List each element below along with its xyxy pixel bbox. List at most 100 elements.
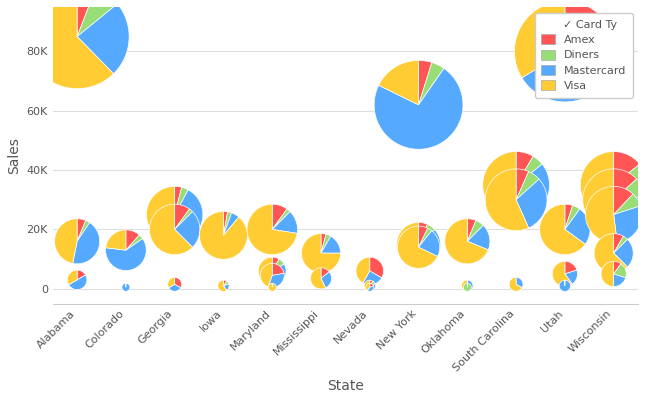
Polygon shape xyxy=(516,172,539,200)
Polygon shape xyxy=(106,230,126,250)
Polygon shape xyxy=(419,62,444,105)
Polygon shape xyxy=(613,194,640,214)
Polygon shape xyxy=(77,0,117,37)
Polygon shape xyxy=(77,4,129,74)
Polygon shape xyxy=(223,281,229,286)
Polygon shape xyxy=(223,212,228,235)
Polygon shape xyxy=(175,212,200,247)
Polygon shape xyxy=(419,228,432,247)
Polygon shape xyxy=(482,152,531,218)
Polygon shape xyxy=(175,204,190,230)
Polygon shape xyxy=(321,236,341,253)
Polygon shape xyxy=(321,272,332,288)
Polygon shape xyxy=(613,164,645,185)
Polygon shape xyxy=(370,284,375,290)
Polygon shape xyxy=(462,280,468,292)
Polygon shape xyxy=(516,152,533,185)
Polygon shape xyxy=(268,283,276,291)
Polygon shape xyxy=(175,277,182,288)
Legend: ✓ Card Ty, Amex, Diners, Mastercard, Visa: ✓ Card Ty, Amex, Diners, Mastercard, Vis… xyxy=(535,12,633,98)
Polygon shape xyxy=(515,1,565,78)
Polygon shape xyxy=(272,259,284,271)
Polygon shape xyxy=(586,186,617,243)
Polygon shape xyxy=(272,264,286,285)
Polygon shape xyxy=(468,280,473,292)
Polygon shape xyxy=(68,275,87,290)
Polygon shape xyxy=(419,230,441,262)
Polygon shape xyxy=(565,206,580,230)
Polygon shape xyxy=(565,270,577,284)
Polygon shape xyxy=(613,261,621,274)
Polygon shape xyxy=(370,257,384,278)
Polygon shape xyxy=(509,277,522,291)
Polygon shape xyxy=(397,226,437,268)
Polygon shape xyxy=(613,234,624,253)
Polygon shape xyxy=(613,169,637,200)
Polygon shape xyxy=(126,230,139,250)
Polygon shape xyxy=(613,264,626,278)
Polygon shape xyxy=(223,280,227,286)
Polygon shape xyxy=(223,212,232,235)
Polygon shape xyxy=(77,0,96,37)
Polygon shape xyxy=(445,219,488,264)
Polygon shape xyxy=(247,204,297,255)
Polygon shape xyxy=(67,270,77,285)
Polygon shape xyxy=(366,283,370,290)
Polygon shape xyxy=(321,234,326,253)
Polygon shape xyxy=(565,261,577,274)
Polygon shape xyxy=(370,283,373,287)
Polygon shape xyxy=(468,219,476,241)
Polygon shape xyxy=(565,209,590,244)
Polygon shape xyxy=(607,196,644,231)
Polygon shape xyxy=(468,220,483,241)
Y-axis label: Sales: Sales xyxy=(7,137,21,174)
Polygon shape xyxy=(261,264,272,287)
Polygon shape xyxy=(565,204,573,230)
Polygon shape xyxy=(77,270,86,280)
Polygon shape xyxy=(565,52,615,98)
Polygon shape xyxy=(516,156,542,185)
Polygon shape xyxy=(552,261,572,286)
Polygon shape xyxy=(356,257,370,283)
Polygon shape xyxy=(613,152,640,185)
Polygon shape xyxy=(540,204,585,255)
Polygon shape xyxy=(468,225,490,250)
Polygon shape xyxy=(364,280,373,292)
Polygon shape xyxy=(175,187,188,214)
Polygon shape xyxy=(419,60,432,105)
Polygon shape xyxy=(310,268,326,289)
Polygon shape xyxy=(259,257,272,285)
Polygon shape xyxy=(370,281,375,286)
Polygon shape xyxy=(321,234,331,253)
Polygon shape xyxy=(168,277,175,288)
X-axis label: State: State xyxy=(327,379,364,393)
Polygon shape xyxy=(73,222,100,264)
Polygon shape xyxy=(516,277,523,288)
Polygon shape xyxy=(613,236,628,253)
Polygon shape xyxy=(419,231,440,256)
Polygon shape xyxy=(419,226,428,247)
Polygon shape xyxy=(126,235,143,250)
Polygon shape xyxy=(419,222,428,244)
Polygon shape xyxy=(522,52,584,102)
Polygon shape xyxy=(150,204,192,255)
Polygon shape xyxy=(223,284,229,290)
Polygon shape xyxy=(580,152,613,218)
Polygon shape xyxy=(106,239,146,270)
Polygon shape xyxy=(272,264,284,276)
Polygon shape xyxy=(613,206,642,242)
Polygon shape xyxy=(122,283,130,291)
Polygon shape xyxy=(397,222,432,266)
Polygon shape xyxy=(516,169,529,200)
Polygon shape xyxy=(379,60,419,105)
Polygon shape xyxy=(223,213,239,235)
Polygon shape xyxy=(419,224,435,244)
Polygon shape xyxy=(25,0,114,89)
Polygon shape xyxy=(611,180,645,218)
Polygon shape xyxy=(583,169,613,230)
Polygon shape xyxy=(77,219,86,241)
Polygon shape xyxy=(370,280,373,286)
Polygon shape xyxy=(146,186,192,243)
Polygon shape xyxy=(613,239,633,267)
Polygon shape xyxy=(601,261,613,286)
